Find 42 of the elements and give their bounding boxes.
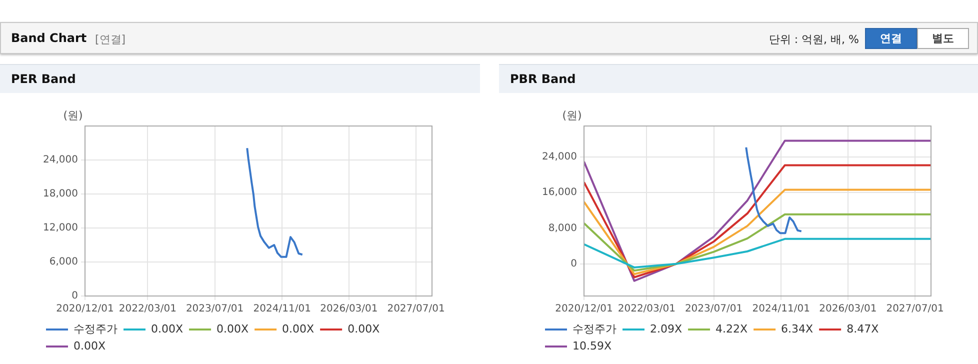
legend-label: 수정주가 [572, 322, 616, 336]
text: 별도 [917, 28, 969, 49]
legend-label: 4.22X [716, 322, 748, 336]
text: 단위 : 억원, 배, % [768, 32, 859, 47]
y-tick-label: 0 [72, 290, 78, 302]
x-tick-label: 2020/12/01 [555, 304, 613, 315]
legend-label: 0.00X [348, 322, 380, 336]
legend-label: 10.59X [572, 339, 612, 352]
legend-label: 0.00X [282, 322, 315, 336]
legend-label: 수정주가 [74, 322, 118, 336]
text: 연결 [865, 28, 917, 49]
legend-label: 2.09X [650, 322, 682, 336]
y-tick-label: 12,000 [42, 222, 78, 234]
y-axis-title: (원) [562, 108, 582, 122]
x-tick-label: 2024/11/01 [752, 304, 810, 315]
y-tick-label: 24,000 [542, 151, 577, 162]
x-tick-label: 2027/07/01 [387, 304, 445, 315]
y-tick-label: 6,000 [49, 256, 78, 268]
legend-label: 0.00X [216, 322, 250, 336]
y-tick-label: 24,000 [42, 154, 78, 166]
x-tick-label: 2023/07/01 [186, 304, 244, 315]
legend-label: 0.00X [74, 339, 106, 352]
x-tick-label: 2022/03/01 [118, 304, 176, 315]
x-tick-label: 2020/12/01 [56, 304, 114, 315]
y-tick-label: 8,000 [548, 222, 577, 234]
chart-title: PBR Band [499, 64, 978, 93]
x-tick-label: 2026/03/01 [320, 304, 378, 315]
chart-title: PER Band [0, 64, 480, 93]
y-tick-label: 0 [570, 258, 577, 270]
y-axis-title: (원) [63, 108, 83, 122]
x-tick-label: 2026/03/01 [819, 304, 877, 315]
x-tick-label: 2022/03/01 [618, 304, 676, 315]
text: [연결] [95, 32, 126, 47]
legend-label: 8.47X [846, 322, 880, 336]
x-tick-label: 2023/07/01 [684, 304, 743, 315]
text: Band Chart [11, 31, 87, 45]
y-tick-label: 16,000 [542, 187, 577, 198]
x-tick-label: 2027/07/01 [886, 304, 944, 315]
legend-label: 6.34X [781, 322, 814, 336]
y-tick-label: 18,000 [42, 188, 78, 200]
x-tick-label: 2024/11/01 [253, 304, 311, 315]
legend-label: 0.00X [151, 322, 184, 336]
